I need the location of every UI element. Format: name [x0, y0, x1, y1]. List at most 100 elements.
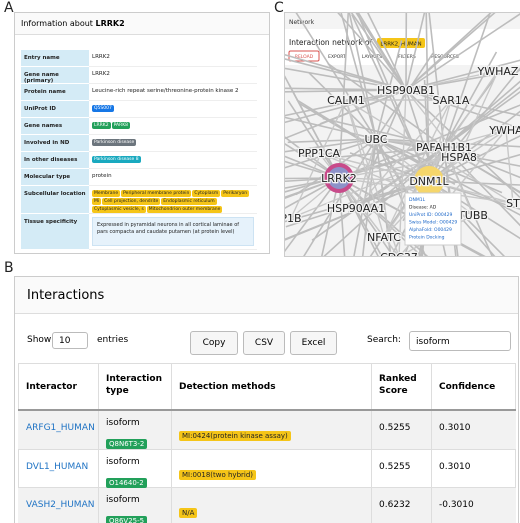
- edge: [285, 177, 340, 253]
- node-label[interactable]: UBC: [363, 132, 389, 148]
- col-line: [98, 363, 99, 523]
- edge: [443, 90, 520, 148]
- node-label[interactable]: P1B: [285, 211, 303, 227]
- length-select[interactable]: 10: [52, 332, 88, 349]
- node-label[interactable]: CDC37: [379, 250, 419, 256]
- edge: [338, 177, 383, 256]
- confidence: 0.3010: [439, 462, 471, 472]
- edge: [505, 129, 514, 204]
- column-header[interactable]: Detection methods: [179, 382, 276, 392]
- method-cell: MI:0424(protein kinase assay): [179, 423, 292, 442]
- row-label: Gene names: [21, 118, 89, 135]
- edge: [443, 146, 520, 227]
- edge: [338, 156, 460, 179]
- node-label[interactable]: HSP90AB1: [376, 83, 436, 99]
- node-label[interactable]: HSP90AA1: [326, 201, 387, 217]
- edge: [428, 153, 520, 182]
- row-label: Tissue specificity: [21, 214, 89, 250]
- edge: [285, 136, 340, 179]
- edge: [285, 58, 407, 91]
- toolbar-button-label[interactable]: RELOAD: [295, 54, 314, 60]
- node-dnm1l: [414, 166, 444, 196]
- export-button[interactable]: CSV: [243, 331, 285, 355]
- badge: Endoplasmic reticulum: [161, 198, 217, 205]
- edge: [285, 177, 340, 199]
- interactor-link[interactable]: VASH2_HUMAN: [26, 500, 95, 510]
- panel-label: C: [274, 0, 284, 16]
- edge: [285, 53, 407, 91]
- node-label[interactable]: CALM1: [326, 93, 366, 109]
- row-label: Entry name: [21, 50, 89, 67]
- edge: [285, 160, 340, 179]
- node-label[interactable]: LRRK2: [320, 171, 358, 187]
- badge: Cytoplasm: [192, 190, 221, 197]
- column-header[interactable]: Ranked Score: [379, 374, 417, 396]
- row-value: Leucine-rich repeat serine/threonine-pro…: [89, 84, 257, 101]
- node-label[interactable]: NFATC: [366, 230, 403, 246]
- edge: [285, 67, 407, 91]
- info-gene: LRRK2: [95, 19, 125, 28]
- edge: [287, 138, 377, 144]
- edge: [367, 13, 407, 91]
- row-value: Parkinson disease: [89, 135, 257, 152]
- interactor-link[interactable]: DVL1_HUMAN: [26, 462, 89, 472]
- export-button[interactable]: Copy: [190, 331, 238, 355]
- badge: Perikaryon: [221, 190, 250, 197]
- method-cell: N/A: [179, 500, 198, 519]
- node-label[interactable]: TUBB: [456, 208, 489, 224]
- interactor-link[interactable]: ARFG1_HUMAN: [26, 423, 95, 433]
- badge: Mitochondrion outer membrane: [146, 206, 223, 213]
- edge: [285, 177, 340, 209]
- info-header: Information about LRRK2: [15, 13, 269, 35]
- edge: [443, 146, 520, 179]
- badge: PARK8: [111, 122, 131, 129]
- edge: [405, 13, 408, 91]
- edge: [405, 89, 520, 130]
- column-header[interactable]: Interactor: [26, 382, 77, 392]
- search-input[interactable]: isoform: [409, 331, 511, 351]
- node-label[interactable]: SAR1A: [431, 93, 471, 109]
- edge: [338, 177, 430, 182]
- info-panel: Information about LRRK2 Entry name LRRK2 Ge…: [14, 12, 270, 254]
- edge: [285, 87, 407, 91]
- tooltip-line: AlphaFold: O00429: [409, 227, 452, 233]
- toolbar-button-label[interactable]: FILTERS: [398, 54, 416, 60]
- edge: [375, 138, 445, 148]
- edge: [405, 13, 426, 91]
- node-label[interactable]: YWHA: [487, 123, 520, 139]
- info-title: Information about: [21, 19, 93, 28]
- edge: [345, 99, 385, 238]
- badge: Cytoplasmic vesicle, s: [92, 206, 146, 213]
- edge: [327, 62, 445, 148]
- show-label: Show: [27, 335, 52, 345]
- ranked-score: 0.5255: [379, 423, 411, 433]
- edge: [320, 89, 407, 125]
- panel-label: A: [4, 0, 14, 16]
- node-label[interactable]: YWHAZ: [475, 64, 520, 80]
- node-label[interactable]: ST: [505, 196, 520, 212]
- method-cell: MI:0018(two hybrid): [179, 462, 257, 481]
- export-button[interactable]: Excel: [290, 331, 337, 355]
- edge: [285, 180, 430, 223]
- badge: Mi: [92, 198, 102, 205]
- node-label[interactable]: PPP1CA: [297, 146, 342, 162]
- edge: [285, 89, 407, 117]
- node-label[interactable]: HSPA8: [440, 150, 478, 166]
- tooltip-line: Swiss Model: O00429: [409, 220, 457, 226]
- toolbar-button-label[interactable]: EXPORT: [328, 54, 346, 60]
- badge: Parkinson disease 8: [92, 156, 141, 163]
- edge: [443, 129, 507, 148]
- edge: [405, 13, 520, 91]
- edge: [348, 13, 377, 140]
- badge: LRRK2: [92, 122, 111, 129]
- tooltip-box: [404, 192, 462, 246]
- row-text: LRRK2: [92, 71, 110, 77]
- edge: [337, 13, 407, 91]
- node-label[interactable]: PAFAH1B1: [415, 140, 474, 156]
- edge: [285, 143, 340, 179]
- column-header[interactable]: Interaction type: [106, 374, 162, 396]
- edge: [405, 59, 520, 91]
- tooltip-line: UniProt ID: O00429: [409, 212, 452, 218]
- column-header[interactable]: Confidence: [439, 382, 496, 392]
- node-label[interactable]: DNM1L: [408, 174, 451, 190]
